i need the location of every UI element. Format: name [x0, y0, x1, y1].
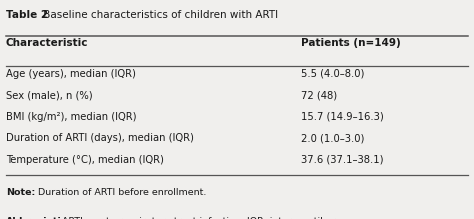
Text: Note:: Note: [6, 188, 35, 197]
Text: Sex (male), n (%): Sex (male), n (%) [6, 90, 92, 100]
Text: 37.6 (37.1–38.1): 37.6 (37.1–38.1) [301, 155, 383, 165]
Text: 72 (48): 72 (48) [301, 90, 337, 100]
Text: 5.5 (4.0–8.0): 5.5 (4.0–8.0) [301, 69, 365, 79]
Text: Temperature (°C), median (IQR): Temperature (°C), median (IQR) [6, 155, 164, 165]
Text: 2.0 (1.0–3.0): 2.0 (1.0–3.0) [301, 133, 365, 143]
Text: Table 2: Table 2 [6, 10, 48, 20]
Text: Abbreviations:: Abbreviations: [6, 217, 84, 219]
Text: Baseline characteristics of children with ARTI: Baseline characteristics of children wit… [40, 10, 278, 20]
Text: ARTI, acute respiratory tract infection; IQR, interquartile range;: ARTI, acute respiratory tract infection;… [59, 217, 363, 219]
Text: Patients (n=149): Patients (n=149) [301, 38, 401, 48]
Text: Characteristic: Characteristic [6, 38, 88, 48]
Text: Duration of ARTI (days), median (IQR): Duration of ARTI (days), median (IQR) [6, 133, 193, 143]
Text: 15.7 (14.9–16.3): 15.7 (14.9–16.3) [301, 112, 384, 122]
Text: Duration of ARTI before enrollment.: Duration of ARTI before enrollment. [35, 188, 207, 197]
Text: Age (years), median (IQR): Age (years), median (IQR) [6, 69, 136, 79]
Text: BMI (kg/m²), median (IQR): BMI (kg/m²), median (IQR) [6, 112, 136, 122]
